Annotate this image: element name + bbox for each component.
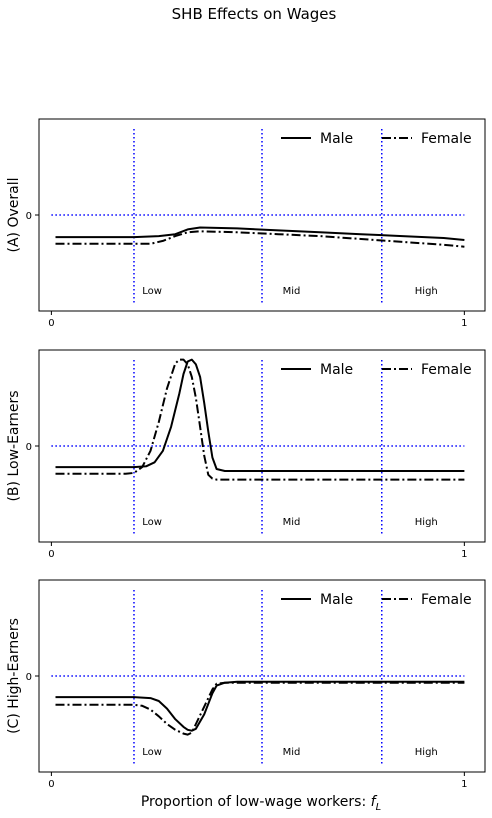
panel-3-legend-label-male: Male [320,592,353,608]
panel-3-legend-label-female: Female [421,592,472,608]
panel-3-y-axis-label: (C) High-Earners [6,618,22,734]
panel-3-x-tick-label-1: 1 [461,779,467,790]
panel-2-legend-label-female: Female [421,362,472,378]
x-axis-label-subscript: L [376,802,382,813]
panel-2-y-tick-label-0: 0 [26,442,32,453]
panel-3: Low Mid High Male Female 0 1 0 (C) High-Earners [6,579,486,790]
panel-3-x-tick-label-0: 0 [48,779,54,790]
panel-1-series-female [55,230,465,248]
panel-2-region-label-low: Low [142,517,162,528]
panel-1-legend-label-female: Female [421,131,472,147]
panel-3-y-tick-label-0: 0 [26,672,32,683]
figure-title: SHB Effects on Wages [172,5,337,23]
panel-1: Low Mid High Male Female 0 1 0 (A) Overall [6,118,486,329]
x-axis-label: Proportion of low-wage workers: fL [141,794,381,813]
panel-3-region-label-high: High [415,747,438,758]
panel-2-x-tick-label-1: 1 [461,549,467,560]
panel-1-x-tick-label-1: 1 [461,318,467,329]
panel-1-y-tick-label-0: 0 [26,211,32,222]
panel-2-y-axis-label: (B) Low-Earners [6,390,22,501]
panel-1-series-male [55,226,465,241]
panel-2-region-label-high: High [415,517,438,528]
panel-1-x-tick-label-0: 0 [48,318,54,329]
panel-1-region-label-mid: Mid [283,286,301,297]
panel-1-legend-label-male: Male [320,131,353,147]
panel-3-series-female [55,681,465,736]
panel-2-region-label-mid: Mid [283,517,301,528]
panel-3-region-label-mid: Mid [283,747,301,758]
panel-2-series-male [55,358,465,472]
panel-2-legend-label-male: Male [320,362,353,378]
panel-1-region-label-low: Low [142,286,162,297]
panel-2-series-female [55,358,465,481]
panel-2: Low Mid High Male Female 0 1 0 (B) Low-Earners [6,349,486,560]
x-axis-label-var: f [371,794,378,810]
panel-2-x-tick-label-0: 0 [48,549,54,560]
panel-3-region-label-low: Low [142,747,162,758]
x-axis-label-text: Proportion of low-wage workers: [141,794,371,810]
panel-1-y-axis-label: (A) Overall [6,178,22,253]
panel-3-series-male [55,680,465,732]
panel-1-region-label-high: High [415,286,438,297]
panels: Low Mid High Male Female 0 1 0 (A) Overall Low Mid… [6,118,486,790]
